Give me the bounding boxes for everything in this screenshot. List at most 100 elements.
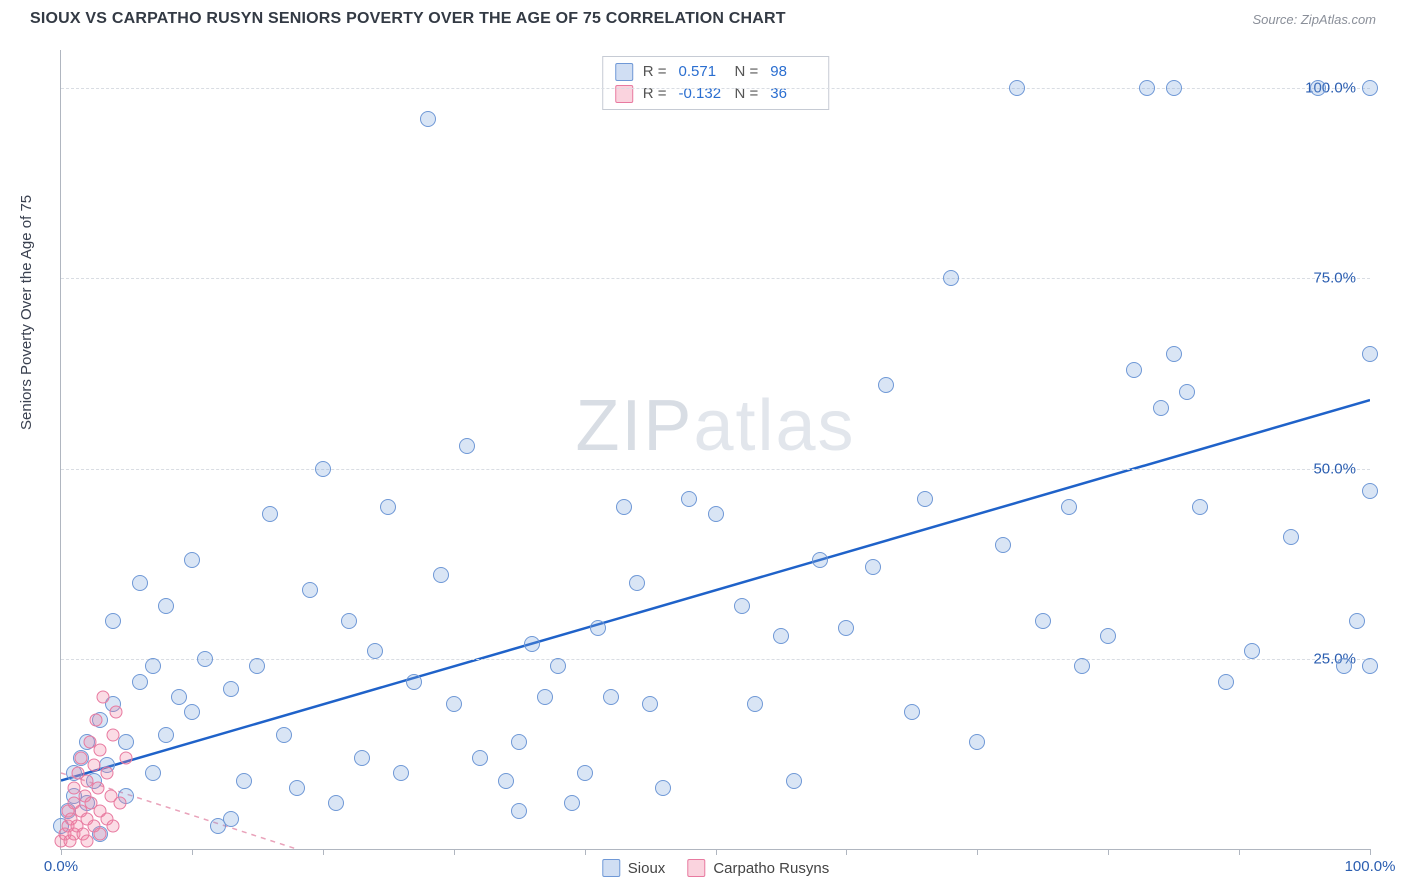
watermark: ZIPatlas bbox=[575, 385, 855, 467]
data-point bbox=[223, 811, 239, 827]
data-point bbox=[1362, 658, 1378, 674]
data-point bbox=[459, 438, 475, 454]
legend-n-label: N = bbox=[735, 61, 759, 83]
data-point bbox=[145, 658, 161, 674]
legend-r-value: -0.132 bbox=[679, 83, 723, 105]
data-point bbox=[498, 773, 514, 789]
legend-swatch-sioux bbox=[615, 63, 633, 81]
data-point bbox=[904, 704, 920, 720]
data-point bbox=[943, 270, 959, 286]
data-point bbox=[1035, 613, 1051, 629]
data-point bbox=[171, 689, 187, 705]
data-point bbox=[472, 750, 488, 766]
data-point bbox=[1139, 80, 1155, 96]
data-point bbox=[262, 506, 278, 522]
data-point bbox=[90, 713, 103, 726]
legend-swatch-carpatho bbox=[687, 859, 705, 877]
x-tick bbox=[61, 849, 62, 855]
data-point bbox=[603, 689, 619, 705]
data-point bbox=[1349, 613, 1365, 629]
x-tick-label: 100.0% bbox=[1345, 858, 1396, 875]
data-point bbox=[367, 643, 383, 659]
data-point bbox=[969, 734, 985, 750]
data-point bbox=[734, 598, 750, 614]
data-point bbox=[302, 582, 318, 598]
data-point bbox=[354, 750, 370, 766]
data-point bbox=[94, 827, 107, 840]
data-point bbox=[1244, 643, 1260, 659]
x-tick bbox=[716, 849, 717, 855]
data-point bbox=[1074, 658, 1090, 674]
data-point bbox=[406, 674, 422, 690]
data-point bbox=[420, 111, 436, 127]
data-point bbox=[100, 766, 113, 779]
data-point bbox=[577, 765, 593, 781]
data-point bbox=[105, 613, 121, 629]
y-tick-label: 75.0% bbox=[1313, 270, 1356, 287]
x-tick bbox=[454, 849, 455, 855]
data-point bbox=[865, 559, 881, 575]
x-tick-label: 0.0% bbox=[44, 858, 78, 875]
data-point bbox=[328, 795, 344, 811]
data-point bbox=[1283, 529, 1299, 545]
data-point bbox=[655, 780, 671, 796]
legend-swatch-sioux bbox=[602, 859, 620, 877]
data-point bbox=[1166, 346, 1182, 362]
data-point bbox=[1100, 628, 1116, 644]
data-point bbox=[812, 552, 828, 568]
x-tick bbox=[192, 849, 193, 855]
data-point bbox=[537, 689, 553, 705]
data-point bbox=[550, 658, 566, 674]
data-point bbox=[629, 575, 645, 591]
data-point bbox=[511, 734, 527, 750]
x-tick bbox=[585, 849, 586, 855]
data-point bbox=[249, 658, 265, 674]
data-point bbox=[315, 461, 331, 477]
data-point bbox=[276, 727, 292, 743]
data-point bbox=[524, 636, 540, 652]
y-tick-label: 50.0% bbox=[1313, 460, 1356, 477]
legend-r-label: R = bbox=[643, 61, 667, 83]
data-point bbox=[1153, 400, 1169, 416]
chart-title: SIOUX VS CARPATHO RUSYN SENIORS POVERTY … bbox=[30, 10, 786, 28]
data-point bbox=[289, 780, 305, 796]
x-tick bbox=[846, 849, 847, 855]
data-point bbox=[113, 797, 126, 810]
data-point bbox=[1126, 362, 1142, 378]
data-point bbox=[708, 506, 724, 522]
data-point bbox=[564, 795, 580, 811]
data-point bbox=[995, 537, 1011, 553]
data-point bbox=[446, 696, 462, 712]
data-point bbox=[341, 613, 357, 629]
scatter-plot-area: ZIPatlas R = 0.571 N = 98 R = -0.132 N =… bbox=[60, 50, 1370, 850]
data-point bbox=[1362, 346, 1378, 362]
data-point bbox=[236, 773, 252, 789]
data-point bbox=[184, 552, 200, 568]
data-point bbox=[433, 567, 449, 583]
data-point bbox=[1179, 384, 1195, 400]
data-point bbox=[380, 499, 396, 515]
gridline bbox=[61, 469, 1370, 470]
data-point bbox=[118, 734, 134, 750]
x-tick bbox=[1370, 849, 1371, 855]
data-point bbox=[642, 696, 658, 712]
data-point bbox=[786, 773, 802, 789]
data-point bbox=[878, 377, 894, 393]
data-point bbox=[1362, 483, 1378, 499]
data-point bbox=[132, 674, 148, 690]
legend-label-carpatho: Carpatho Rusyns bbox=[713, 860, 829, 877]
data-point bbox=[145, 765, 161, 781]
data-point bbox=[81, 835, 94, 848]
data-point bbox=[223, 681, 239, 697]
data-point bbox=[120, 751, 133, 764]
legend-label-sioux: Sioux bbox=[628, 860, 666, 877]
x-tick bbox=[323, 849, 324, 855]
data-point bbox=[681, 491, 697, 507]
data-point bbox=[838, 620, 854, 636]
legend-n-value: 98 bbox=[770, 61, 814, 83]
legend-n-label: N = bbox=[735, 83, 759, 105]
data-point bbox=[1336, 658, 1352, 674]
data-point bbox=[184, 704, 200, 720]
data-point bbox=[1009, 80, 1025, 96]
data-point bbox=[773, 628, 789, 644]
